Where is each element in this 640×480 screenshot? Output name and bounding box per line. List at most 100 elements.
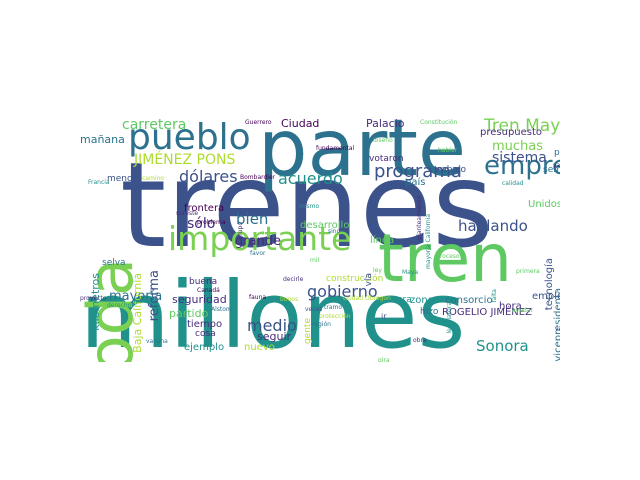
word-problema: problema — [197, 219, 226, 226]
word-mañana: mañana — [80, 133, 125, 146]
word-empresa: empresa — [484, 151, 560, 181]
word-trenes: trenes — [120, 136, 494, 274]
word-selva: selva — [102, 258, 126, 268]
word-hablando: hablando — [458, 217, 528, 235]
word-sonora: Sonora — [476, 337, 529, 355]
word-región: región — [312, 321, 331, 328]
word-constitución: Constitución — [420, 119, 458, 126]
word-sistema: sistema — [492, 150, 547, 166]
word-carretera: carretera — [122, 118, 187, 133]
word-presupuesto: presupuesto — [480, 127, 543, 138]
word-vía: vía — [364, 273, 374, 287]
word-cloud: trenes millones parte toda tren pueblo importa… — [80, 118, 560, 362]
word-yatermedia: yatermedia — [553, 162, 560, 169]
word-empleo: empleo — [532, 291, 560, 302]
word-legislatura: legislatura — [446, 302, 453, 334]
word-ejemplo: ejemplo — [184, 342, 225, 353]
word-desarrollo: desarrollo — [300, 220, 350, 231]
word-planteamiento: planteamiento — [416, 196, 423, 240]
word-partido: partido — [169, 307, 209, 320]
word-mismo: mismo — [299, 203, 320, 210]
word-francia: Francia — [88, 179, 110, 186]
word-diseño: diseño — [373, 137, 393, 144]
word-hablar: hablar — [438, 147, 458, 154]
word-palacio: Palacio — [366, 118, 405, 130]
word-falta: falta — [491, 289, 498, 303]
word-parte: parte — [258, 118, 466, 194]
word-vacuna: vacuna — [146, 338, 168, 345]
word-video: video — [555, 326, 560, 333]
word-ciudad: Ciudad — [281, 118, 320, 130]
word-favor: favor — [250, 250, 266, 257]
word-nuevo: nuevo — [244, 342, 275, 353]
word-sólo: sólo — [187, 216, 216, 232]
word-canadá: Canadá — [197, 287, 220, 294]
word-tiempo: tiempo — [187, 319, 223, 330]
word-muchas: muchas — [492, 139, 544, 154]
word-ayudar: ayudar — [512, 307, 533, 314]
word-cosa: cosa — [195, 329, 216, 339]
word-mayoría-california: mayoría California — [425, 214, 432, 269]
word-proceso: proceso — [436, 253, 460, 260]
word-maya: Maya — [402, 269, 419, 276]
word-programa: programa — [374, 161, 462, 182]
word-baja-california: Baja California — [131, 273, 144, 353]
word-tren: tren — [378, 220, 512, 297]
word-pueblo: pueblo — [128, 118, 251, 158]
word-seguridad: seguridad — [172, 293, 227, 306]
word-mayoría: mayoría — [109, 289, 163, 304]
word-ir: ir — [381, 312, 387, 321]
word-mil: mil — [310, 257, 320, 264]
word-dólares: dólares — [179, 167, 238, 186]
word-rogelio-jiménez: ROGELIO JIMÉNEZ — [442, 307, 532, 318]
word-veces: veces — [305, 306, 323, 313]
word-manera: manera — [377, 295, 412, 305]
word-bombardier: Bombardier — [240, 174, 276, 181]
word-zona: zona — [410, 295, 434, 306]
word-medio: medio — [247, 316, 297, 335]
word-sureste: sureste — [176, 210, 199, 217]
word-fauna: fauna — [249, 294, 267, 301]
word-protección: protección — [319, 313, 351, 320]
word-primera: primera — [516, 268, 540, 275]
word-guerrero: Guerrero — [245, 119, 272, 126]
word-bien: bien — [236, 210, 269, 228]
word-unidos: Unidos — [528, 199, 560, 210]
word-país: país — [405, 177, 426, 188]
word-derecho: derecho — [107, 302, 132, 309]
word-seguir: seguir — [257, 330, 292, 343]
word-construcción: construcción — [326, 274, 384, 284]
word-trabajo: trabajo — [434, 165, 466, 175]
word-fundamental: fundamental — [316, 145, 355, 152]
word-votaron: votaron — [369, 154, 404, 164]
word-decirle: decirle — [283, 276, 304, 283]
word-ciudad-obregón: ciudad Obregón — [343, 295, 391, 302]
word-gobierno: gobierno — [307, 282, 378, 301]
word-buena: buena — [189, 277, 218, 287]
word-hora: hora — [499, 301, 522, 312]
word-camino: camino — [142, 175, 164, 182]
word-tramo: tramo — [324, 304, 343, 311]
word-importante: importante — [168, 219, 352, 258]
word-paso: paso — [554, 148, 560, 158]
word-jiménez-pons: JIMÉNEZ PONS — [134, 152, 236, 168]
word-semana: semana — [543, 165, 560, 175]
word-tren-maya: Tren Maya — [484, 118, 560, 136]
word-acuerdo: acuerdo — [278, 169, 343, 188]
word-línea: línea — [370, 235, 395, 246]
word-alstom: Alstom — [211, 306, 232, 313]
word-calidad: calidad — [502, 180, 524, 187]
word-gira: gira — [378, 357, 390, 363]
word-proyecto: proyecto — [80, 295, 107, 302]
word-bonos: bonos — [280, 296, 299, 303]
word-sino: sino — [328, 228, 341, 235]
word-menos: menos — [107, 174, 138, 184]
word-millones: millones — [80, 262, 466, 362]
word-grande: grande — [235, 234, 282, 249]
word-consorcio: consorcio — [445, 295, 493, 306]
word-hizo: hizo — [420, 307, 439, 317]
word-frontera: frontera — [184, 203, 225, 214]
word-grupo: grupo — [237, 222, 244, 240]
word-tecnología: tecnología — [544, 258, 555, 311]
word-ley: ley — [373, 267, 382, 274]
